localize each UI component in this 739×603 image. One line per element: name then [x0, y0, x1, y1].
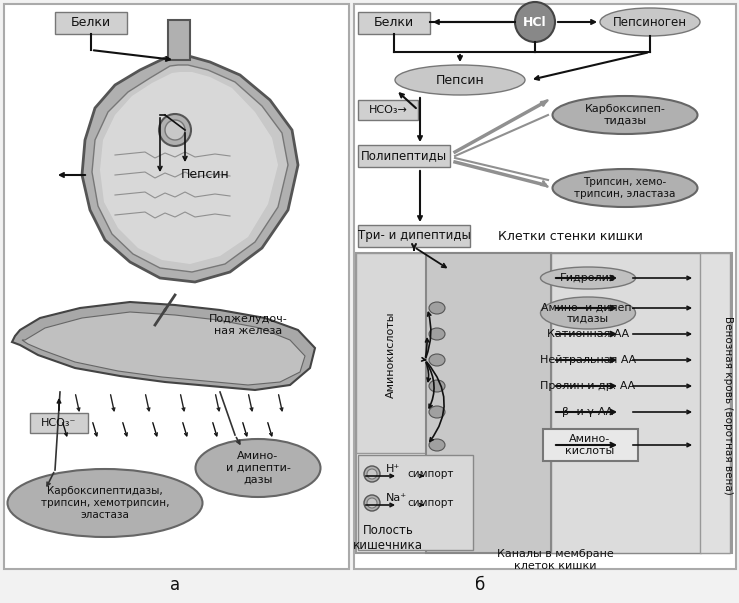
- Text: Поджелудоч-
ная железа: Поджелудоч- ная железа: [208, 314, 287, 336]
- Bar: [551, 253, 701, 553]
- Text: Венозная кровь (воротная вена): Венозная кровь (воротная вена): [723, 315, 733, 494]
- Ellipse shape: [395, 65, 525, 95]
- Ellipse shape: [429, 354, 445, 366]
- Text: Каналы в мембране
клеток кишки: Каналы в мембране клеток кишки: [497, 549, 613, 571]
- Bar: [168, 20, 190, 60]
- Ellipse shape: [429, 302, 445, 314]
- Ellipse shape: [429, 380, 445, 392]
- Circle shape: [159, 114, 191, 146]
- Text: Три- и дипептиды: Три- и дипептиды: [358, 230, 471, 242]
- Circle shape: [515, 2, 555, 42]
- Text: Пепсиноген: Пепсиноген: [613, 16, 687, 28]
- Text: Пролин и др. АА: Пролин и др. АА: [540, 381, 636, 391]
- Text: H⁺: H⁺: [386, 464, 401, 474]
- Circle shape: [165, 120, 185, 140]
- Text: Пепсин: Пепсин: [435, 74, 484, 86]
- Text: Na⁺: Na⁺: [386, 493, 407, 503]
- Circle shape: [364, 495, 380, 511]
- Text: НСО₃→: НСО₃→: [369, 105, 407, 115]
- Text: симпорт: симпорт: [407, 498, 453, 508]
- Text: Полость
кишечника: Полость кишечника: [353, 524, 423, 552]
- Bar: [358, 145, 450, 167]
- Text: Гидролиз: Гидролиз: [560, 273, 616, 283]
- Bar: [543, 429, 638, 461]
- Polygon shape: [92, 65, 288, 272]
- Bar: [354, 4, 736, 569]
- Ellipse shape: [429, 328, 445, 340]
- Bar: [700, 253, 730, 553]
- Text: β- и γ-АА: β- и γ-АА: [562, 407, 613, 417]
- Text: Белки: Белки: [71, 16, 111, 30]
- Ellipse shape: [540, 267, 636, 289]
- Ellipse shape: [429, 406, 445, 418]
- Ellipse shape: [429, 439, 445, 451]
- Bar: [55, 12, 127, 34]
- Bar: [358, 225, 470, 247]
- Ellipse shape: [600, 8, 700, 36]
- Bar: [4, 4, 349, 569]
- Text: Карбоксипептидазы,
трипсин, хемотрипсин,
эластаза: Карбоксипептидазы, трипсин, хемотрипсин,…: [41, 487, 169, 520]
- Text: Пепсин: Пепсин: [180, 168, 229, 182]
- Bar: [358, 100, 418, 120]
- Ellipse shape: [540, 297, 636, 329]
- Text: а: а: [170, 576, 180, 594]
- Text: Амино-
кислоты: Амино- кислоты: [565, 434, 615, 456]
- Ellipse shape: [196, 439, 321, 497]
- Text: Белки: Белки: [374, 16, 414, 30]
- Text: Катионная АА: Катионная АА: [547, 329, 629, 339]
- Bar: [356, 253, 732, 553]
- Polygon shape: [12, 302, 315, 390]
- Text: Амино-
и дипепти-
дазы: Амино- и дипепти- дазы: [225, 452, 290, 485]
- Text: Клетки стенки кишки: Клетки стенки кишки: [497, 230, 642, 242]
- Polygon shape: [100, 72, 278, 264]
- Text: Аминокислоты: Аминокислоты: [386, 312, 396, 398]
- Circle shape: [367, 469, 377, 479]
- Text: Полипептиды: Полипептиды: [361, 150, 447, 162]
- Bar: [30, 413, 88, 433]
- Text: Трипсин, хемо-
трипсин, эластаза: Трипсин, хемо- трипсин, эластаза: [574, 177, 675, 199]
- Polygon shape: [82, 55, 298, 282]
- Ellipse shape: [553, 169, 698, 207]
- Text: Нейтральная АА: Нейтральная АА: [540, 355, 636, 365]
- Ellipse shape: [7, 469, 202, 537]
- Text: HCl: HCl: [523, 16, 547, 28]
- Text: Амино- и дипеп-
тидазы: Амино- и дипеп- тидазы: [541, 302, 636, 324]
- Text: НСО₃⁻: НСО₃⁻: [41, 418, 77, 428]
- Text: Карбоксипеп-
тидазы: Карбоксипеп- тидазы: [585, 104, 665, 126]
- Ellipse shape: [553, 96, 698, 134]
- Text: б: б: [475, 576, 485, 594]
- Bar: [356, 253, 426, 453]
- Text: симпорт: симпорт: [407, 469, 453, 479]
- Circle shape: [364, 466, 380, 482]
- Circle shape: [367, 498, 377, 508]
- Bar: [426, 253, 551, 553]
- Bar: [358, 455, 473, 550]
- Bar: [358, 12, 430, 34]
- Polygon shape: [22, 312, 305, 385]
